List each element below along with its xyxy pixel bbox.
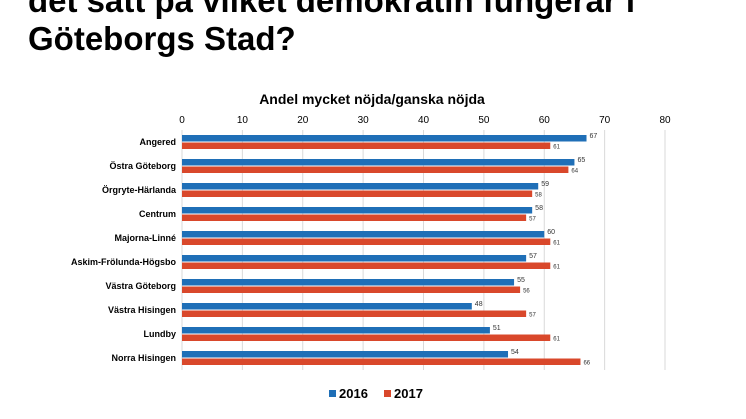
bar-2017 <box>182 142 551 149</box>
x-tick-label: 40 <box>418 115 430 126</box>
data-label-2017: 58 <box>535 193 542 199</box>
data-label-2017: 61 <box>553 337 560 343</box>
category-label: Majorna-Linné <box>114 233 176 243</box>
bar-2017 <box>182 166 569 173</box>
bar-2016 <box>182 183 539 190</box>
x-tick-label: 60 <box>539 115 551 126</box>
data-label-2016: 55 <box>517 277 525 284</box>
chart-legend: 2016 2017 <box>329 386 423 401</box>
x-axis-ticks: 0 10 20 30 40 50 60 70 80 <box>179 115 671 126</box>
bar-2016 <box>182 231 545 238</box>
bar-2016 <box>182 279 515 286</box>
data-label-2016: 59 <box>541 181 549 188</box>
category-labels: Angered Östra Göteborg Örgryte-Härlanda Cen… <box>71 137 177 363</box>
bar-2017 <box>182 190 533 197</box>
data-label-2016: 57 <box>529 253 537 260</box>
legend-label-2016: 2016 <box>339 386 368 401</box>
bar-2016 <box>182 327 490 334</box>
data-label-2016: 58 <box>535 205 543 212</box>
bar-2017 <box>182 358 581 365</box>
category-label: Askim-Frölunda-Högsbo <box>71 257 177 267</box>
data-label-2017: 57 <box>529 313 536 319</box>
category-label: Angered <box>139 137 176 147</box>
x-tick-label: 70 <box>599 115 611 126</box>
data-label-2017: 64 <box>571 169 578 175</box>
data-label-2016: 65 <box>577 157 585 164</box>
bar-2017 <box>182 334 551 341</box>
bar-2017 <box>182 286 521 293</box>
category-label: Lundby <box>144 329 177 339</box>
chart-bars: 67 61 65 64 59 58 58 57 60 61 57 61 55 56 48 57 51 61 54 66 <box>182 133 597 367</box>
category-label: Östra Göteborg <box>109 161 176 171</box>
data-label-2016: 54 <box>511 349 519 356</box>
bar-2016 <box>182 207 533 214</box>
category-label: Norra Hisingen <box>111 353 176 363</box>
data-label-2017: 61 <box>553 265 560 271</box>
legend-label-2017: 2017 <box>394 386 423 401</box>
category-label: Västra Göteborg <box>105 281 176 291</box>
bar-2016 <box>182 135 587 142</box>
data-label-2016: 51 <box>493 325 501 332</box>
data-label-2017: 61 <box>553 241 560 247</box>
x-tick-label: 50 <box>478 115 490 126</box>
category-label: Västra Hisingen <box>108 305 176 315</box>
slide-title: det sätt på vilket demokratin fungerar i… <box>28 0 728 58</box>
data-label-2017: 66 <box>583 361 590 367</box>
bar-2017 <box>182 238 551 245</box>
data-label-2016: 67 <box>590 133 598 140</box>
category-label: Örgryte-Härlanda <box>102 185 177 195</box>
slide-title-line-2: Göteborgs Stad? <box>28 20 296 57</box>
bar-2016 <box>182 159 575 166</box>
data-label-2017: 56 <box>523 289 530 295</box>
data-label-2017: 57 <box>529 217 536 223</box>
x-tick-label: 0 <box>179 115 185 126</box>
data-label-2016: 48 <box>475 301 483 308</box>
data-label-2017: 61 <box>553 145 560 151</box>
chart-gridlines <box>181 130 666 370</box>
bar-2016 <box>182 351 509 358</box>
slide-title-line-1: det sätt på vilket demokratin fungerar i <box>28 0 635 19</box>
category-label: Centrum <box>139 209 176 219</box>
bar-2017 <box>182 310 527 317</box>
bar-2016 <box>182 255 527 262</box>
x-tick-label: 30 <box>358 115 370 126</box>
x-tick-label: 10 <box>237 115 249 126</box>
legend-swatch-2017 <box>384 390 391 397</box>
x-tick-label: 80 <box>659 115 671 126</box>
legend-swatch-2016 <box>329 390 336 397</box>
chart-title: Andel mycket nöjda/ganska nöjda <box>259 91 485 107</box>
bar-2017 <box>182 262 551 269</box>
data-label-2016: 60 <box>547 229 555 236</box>
x-tick-label: 20 <box>297 115 309 126</box>
bar-2016 <box>182 303 472 310</box>
bar-2017 <box>182 214 527 221</box>
